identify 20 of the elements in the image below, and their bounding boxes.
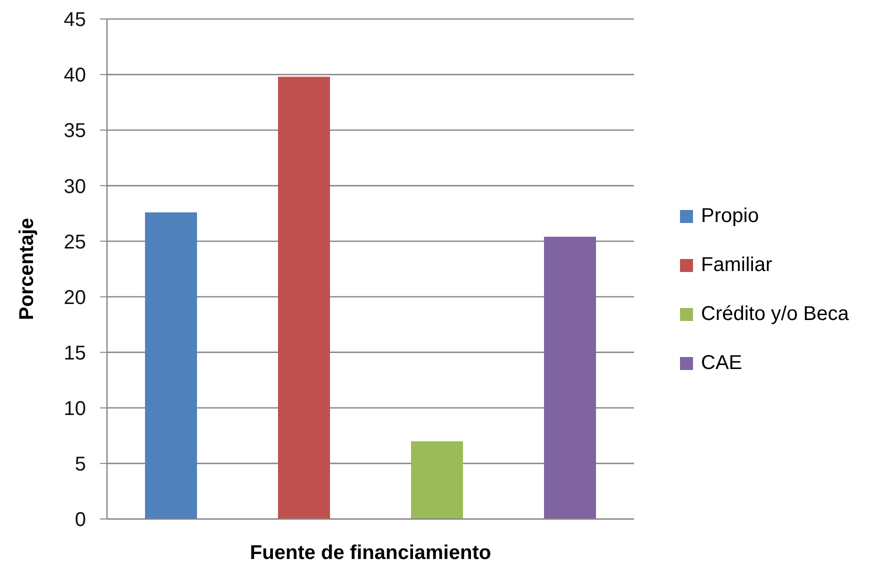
y-tick-label: 45 [64,9,86,32]
y-tick-label: 10 [64,398,86,420]
y-tick-label: 30 [64,176,86,198]
legend-label: CAE [701,352,742,375]
y-tick-label: 0 [74,509,86,532]
legend-label: Propio [701,205,759,228]
bar [278,76,330,519]
y-axis-title: Porcentaje [16,218,38,320]
bar [411,441,463,519]
y-tick-label: 5 [74,454,86,476]
y-tick-label: 35 [64,120,86,142]
legend-label: Crédito y/o Beca [701,303,849,326]
y-tick-label: 25 [64,231,86,254]
y-tick-label: 40 [64,64,86,87]
y-tick-label: 20 [64,286,86,309]
x-axis-title: Fuente de financiamiento [250,542,492,564]
y-tick-label: 15 [64,342,86,364]
bar [544,236,596,519]
bar [145,212,197,519]
legend-label: Familiar [701,254,772,277]
